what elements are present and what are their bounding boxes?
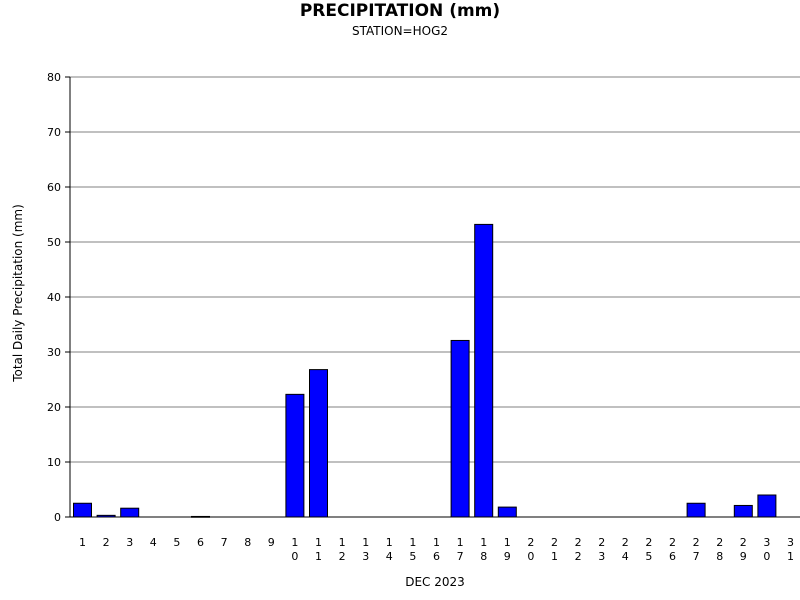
bar-day-11	[309, 369, 328, 518]
y-tick-label-60: 60	[47, 181, 61, 194]
chart-subtitle: STATION=HOG2	[351, 24, 449, 38]
y-axis-label: Total Daily Precipitation (mm)	[11, 204, 25, 383]
y-tick-label-0: 0	[54, 511, 61, 524]
y-tick-label-30: 30	[47, 346, 61, 359]
x-tick-label-5: 5	[173, 536, 180, 549]
grid-lines	[70, 76, 800, 463]
bar-day-1	[73, 502, 92, 518]
y-tick-label-80: 80	[47, 71, 61, 84]
y-tick-labels: 0 10 20 30 40 50 60 70 80	[47, 71, 61, 524]
y-tick-label-10: 10	[47, 456, 61, 469]
x-tick-label-7: 7	[221, 536, 228, 549]
x-tick-label-4: 4	[150, 536, 157, 549]
y-tick-label-50: 50	[47, 236, 61, 249]
chart-title: PRECIPITATION (mm)	[299, 1, 501, 21]
x-tick-label-2: 2	[103, 536, 110, 549]
bars	[73, 223, 777, 518]
x-tick-label-3: 3	[126, 536, 133, 549]
x-tick-label-9: 9	[268, 536, 275, 549]
x-tick-label-1: 1	[79, 536, 86, 549]
bar-day-3	[120, 507, 140, 518]
bar-day-29	[733, 504, 753, 518]
axes	[65, 76, 800, 518]
bar-day-18	[474, 223, 494, 518]
bar-day-17	[450, 339, 470, 518]
y-tick-label-40: 40	[47, 291, 61, 304]
bar-day-10	[285, 393, 305, 518]
x-tick-label-8: 8	[244, 536, 251, 549]
bar-day-30	[757, 494, 777, 518]
y-tick-label-20: 20	[47, 401, 61, 414]
bar-day-19	[497, 506, 517, 518]
x-axis-label: DEC 2023	[405, 575, 465, 589]
y-tick-label-70: 70	[47, 126, 61, 139]
x-tick-label-6: 6	[197, 536, 204, 549]
bar-day-27	[686, 502, 706, 518]
x-tick-labels: 1 2 3 4 5 6 7 8 9 1 01 11 21 31 41 51 61 71 81 92 02 12 22 32 42…	[79, 536, 794, 563]
